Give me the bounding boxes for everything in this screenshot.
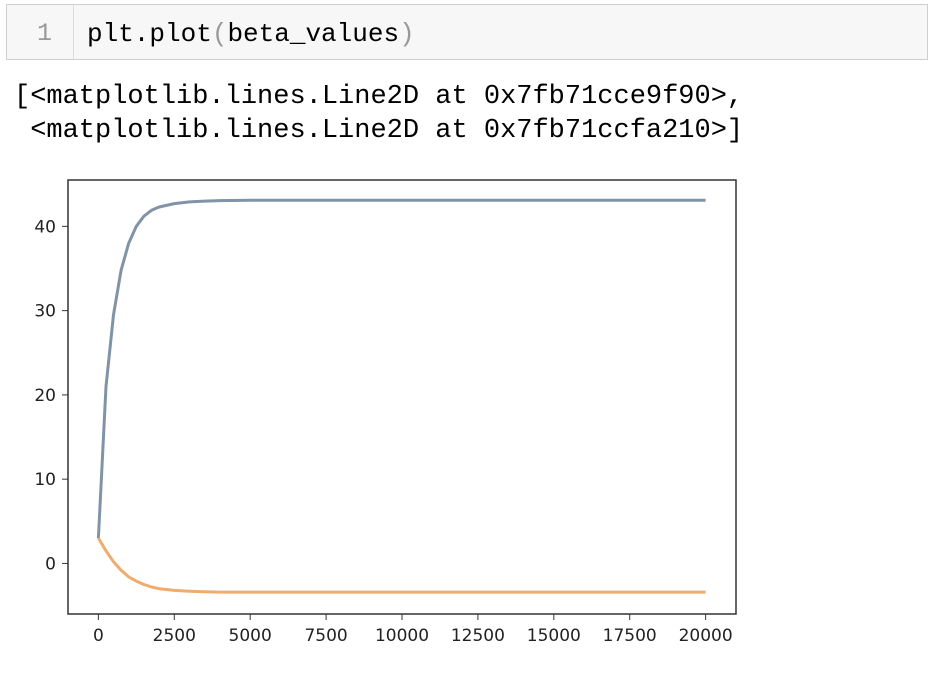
plot-output: 0 2500 5000 7500 10000 12500 15000 17500 20000 0 1… — [0, 160, 760, 673]
output-line: [<matplotlib.lines.Line2D at 0x7fb71cce9… — [14, 82, 744, 112]
line-chart: 0 2500 5000 7500 10000 12500 15000 17500 20000 0 1… — [34, 179, 737, 646]
y-tick-label: 10 — [34, 470, 56, 490]
y-tick-label: 20 — [34, 386, 56, 406]
cell-output-text: [<matplotlib.lines.Line2D at 0x7fb71cce9… — [14, 80, 743, 148]
y-tick-label: 40 — [34, 217, 56, 237]
x-tick-label: 5000 — [229, 626, 272, 646]
code-open-paren: ( — [211, 19, 228, 49]
code-close-paren: ) — [399, 19, 415, 49]
x-tick-label: 0 — [93, 626, 104, 646]
code-line[interactable]: plt.plot(beta_values) — [87, 19, 415, 49]
y-tick-label: 30 — [34, 302, 56, 322]
series-line-2 — [97, 537, 706, 594]
line-number: 1 — [37, 19, 53, 48]
x-tick-label: 12500 — [451, 626, 505, 646]
gutter-separator — [73, 5, 74, 59]
code-argument: beta_values — [227, 19, 400, 49]
x-tick-label: 15000 — [527, 626, 581, 646]
code-call: plt.plot — [87, 19, 212, 49]
output-line: <matplotlib.lines.Line2D at 0x7fb71ccfa2… — [14, 116, 744, 146]
x-tick-label: 20000 — [679, 626, 733, 646]
series-line-1 — [96, 198, 706, 539]
x-tick-label: 7500 — [304, 626, 347, 646]
x-tick-label: 2500 — [153, 626, 196, 646]
x-tick-label: 17500 — [603, 626, 657, 646]
x-tick-label: 10000 — [375, 626, 429, 646]
code-cell-input[interactable]: 1 plt.plot(beta_values) — [6, 4, 928, 60]
y-tick-label: 0 — [45, 554, 56, 574]
plot-frame — [67, 179, 737, 615]
